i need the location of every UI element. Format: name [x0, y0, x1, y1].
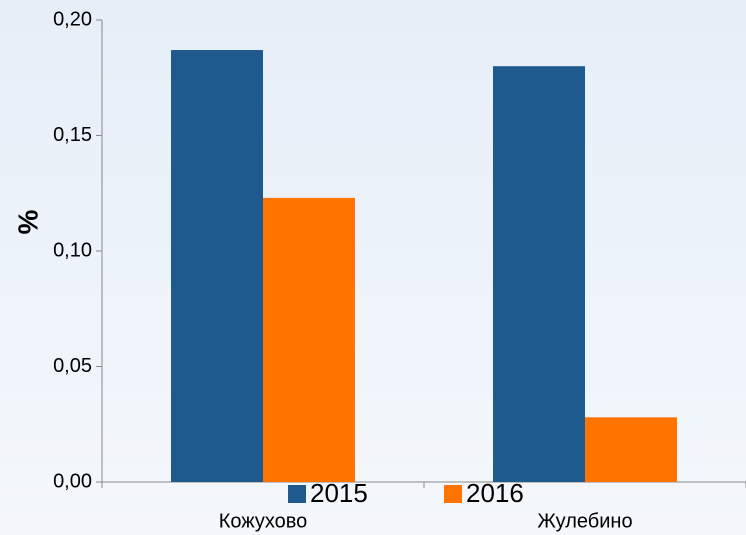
legend-swatch [288, 485, 306, 503]
bar [263, 197, 355, 482]
y-tick-label: 0,05 [53, 355, 92, 377]
bar [585, 417, 677, 482]
legend-label: 2015 [310, 478, 368, 508]
bar [493, 66, 585, 482]
legend-swatch [444, 485, 462, 503]
y-axis-label: % [12, 209, 43, 234]
y-tick-label: 0,15 [53, 124, 92, 146]
x-tick-label: Жулебино [537, 510, 632, 532]
legend-label: 2016 [466, 478, 524, 508]
y-tick-label: 0,10 [53, 239, 92, 261]
x-tick-label: Кожухово [219, 510, 308, 532]
y-tick-label: 0,20 [53, 8, 92, 30]
bar [171, 50, 263, 482]
y-tick-label: 0,00 [53, 470, 92, 492]
